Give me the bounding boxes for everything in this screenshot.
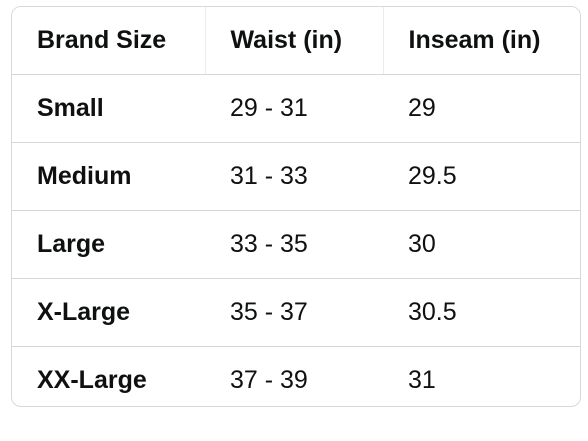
table-row: Small 29 - 31 29 [12, 74, 580, 143]
header-row: Brand Size Waist (in) Inseam (in) [12, 7, 580, 75]
measure-cell: 30 [383, 210, 580, 279]
header-cell: Brand Size [12, 7, 205, 75]
header-cell: Waist (in) [204, 7, 383, 75]
table-row: XX-Large 37 - 39 31 [12, 347, 580, 407]
size-name-cell: Large [12, 210, 205, 279]
size-table: Brand Size Waist (in) Inseam (in) Small 29 … [12, 7, 580, 407]
measure-cell: 31 - 33 [205, 142, 383, 211]
measure-cell: 29 - 31 [205, 74, 383, 143]
size-name-cell: Medium [12, 142, 205, 211]
measure-cell: 29.5 [383, 142, 580, 211]
size-name-cell: XX-Large [37, 366, 147, 394]
measure-cell: 33 - 35 [205, 210, 383, 279]
measure-cell: 37 - 39 [230, 366, 308, 394]
measure-cell: 35 - 37 [205, 278, 383, 347]
size-table-container: Brand Size Waist (in) Inseam (in) Small 29 … [11, 6, 581, 407]
size-name-cell: Small [12, 74, 205, 143]
size-name-cell: X-Large [12, 278, 205, 347]
table-row: X-Large 35 - 37 30.5 [12, 278, 580, 347]
measure-cell: 29 [383, 74, 580, 143]
table-row: Large 33 - 35 30 [12, 210, 580, 279]
header-cell: Inseam (in) [382, 7, 580, 75]
measure-cell: 30.5 [383, 278, 580, 347]
table-row: Medium 31 - 33 29.5 [12, 142, 580, 211]
table-body: Small 29 - 31 29 Medium 31 - 33 29.5 Large 33 -… [12, 74, 580, 407]
measure-cell: 31 [408, 366, 436, 394]
